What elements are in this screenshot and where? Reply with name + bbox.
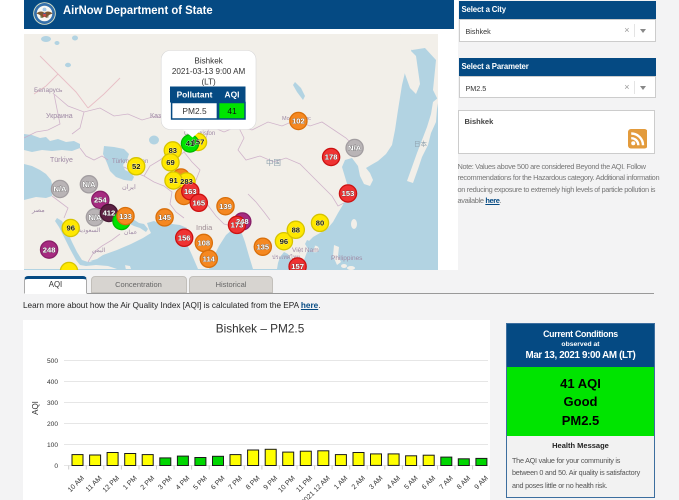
svg-text:5 AM: 5 AM xyxy=(403,475,419,491)
svg-text:10 PM: 10 PM xyxy=(277,475,296,494)
svg-text:100: 100 xyxy=(47,442,58,449)
svg-text:1 PM: 1 PM xyxy=(122,475,139,492)
svg-text:ايران: ايران xyxy=(122,183,136,191)
svg-text:11 AM: 11 AM xyxy=(85,475,104,494)
svg-text:108: 108 xyxy=(197,239,210,248)
svg-text:N/A: N/A xyxy=(88,213,102,222)
svg-text:248: 248 xyxy=(236,217,249,226)
svg-text:139: 139 xyxy=(219,202,232,211)
svg-text:157: 157 xyxy=(291,262,304,270)
svg-text:اليمن: اليمن xyxy=(92,247,106,254)
svg-text:88: 88 xyxy=(292,226,300,235)
svg-text:中国: 中国 xyxy=(266,157,281,167)
svg-text:69: 69 xyxy=(166,158,174,167)
svg-text:200: 200 xyxy=(47,421,58,428)
svg-text:157: 157 xyxy=(192,138,205,147)
svg-text:7 AM: 7 AM xyxy=(438,475,454,491)
svg-text:2 AM: 2 AM xyxy=(351,475,367,491)
svg-text:India: India xyxy=(196,223,213,232)
svg-text:163: 163 xyxy=(184,187,197,196)
svg-text:254: 254 xyxy=(94,196,107,205)
svg-text:133: 133 xyxy=(119,212,132,221)
svg-text:Türkiye: Türkiye xyxy=(50,157,73,164)
svg-text:日本: 日本 xyxy=(414,139,428,148)
svg-text:41: 41 xyxy=(227,106,237,116)
svg-text:12 PM: 12 PM xyxy=(102,475,121,494)
svg-text:Украина: Украина xyxy=(46,113,73,120)
svg-text:80: 80 xyxy=(316,219,324,228)
svg-text:9 AM: 9 AM xyxy=(474,475,490,491)
svg-text:412: 412 xyxy=(103,209,116,218)
svg-text:AQI: AQI xyxy=(31,401,40,415)
svg-text:178: 178 xyxy=(325,153,338,162)
svg-text:145: 145 xyxy=(158,213,171,222)
svg-text:ประเทศไทย: ประเทศไทย xyxy=(272,254,300,261)
svg-text:5 PM: 5 PM xyxy=(192,475,209,492)
svg-text:96: 96 xyxy=(66,224,74,233)
svg-text:2021-03-13 9:00 AM: 2021-03-13 9:00 AM xyxy=(172,67,246,76)
svg-text:Việt Nam: Việt Nam xyxy=(292,247,319,254)
svg-text:4 PM: 4 PM xyxy=(175,475,192,492)
svg-text:(LT): (LT) xyxy=(201,78,216,87)
svg-text:3 AM: 3 AM xyxy=(368,475,384,491)
svg-text:41: 41 xyxy=(186,139,195,148)
svg-text:96: 96 xyxy=(280,237,288,246)
svg-text:102: 102 xyxy=(292,117,305,126)
svg-text:7 PM: 7 PM xyxy=(227,475,244,492)
svg-text:83: 83 xyxy=(169,146,177,155)
svg-text:300: 300 xyxy=(47,400,58,407)
svg-text:مصر: مصر xyxy=(31,207,45,214)
svg-text:AQI: AQI xyxy=(225,90,240,100)
svg-text:N/A: N/A xyxy=(53,185,67,194)
svg-text:8 AM: 8 AM xyxy=(456,475,472,491)
svg-text:500: 500 xyxy=(47,358,58,365)
svg-text:1 AM: 1 AM xyxy=(333,475,349,491)
svg-text:Philippines: Philippines xyxy=(331,255,363,262)
svg-text:156: 156 xyxy=(178,234,191,243)
svg-text:153: 153 xyxy=(342,189,355,198)
svg-text:PM2.5: PM2.5 xyxy=(182,106,207,116)
svg-text:135: 135 xyxy=(256,242,269,251)
svg-text:10 AM: 10 AM xyxy=(67,475,86,494)
svg-text:6 AM: 6 AM xyxy=(421,475,437,491)
svg-text:Bishkek – PM2.5: Bishkek – PM2.5 xyxy=(216,322,305,336)
svg-text:3 PM: 3 PM xyxy=(157,475,174,492)
svg-text:8 PM: 8 PM xyxy=(245,475,262,492)
svg-text:Беларусь: Беларусь xyxy=(34,87,63,94)
svg-text:السعودية: السعودية xyxy=(78,227,101,234)
svg-text:عمان: عمان xyxy=(124,229,137,236)
svg-text:N/A: N/A xyxy=(82,180,96,189)
svg-text:283: 283 xyxy=(180,177,193,186)
svg-text:Bishkek: Bishkek xyxy=(194,57,223,66)
svg-text:248: 248 xyxy=(43,245,56,254)
svg-text:N/A: N/A xyxy=(348,144,362,153)
svg-text:114: 114 xyxy=(203,255,216,264)
svg-text:165: 165 xyxy=(192,199,205,208)
svg-text:52: 52 xyxy=(132,162,140,171)
svg-text:Pollutant: Pollutant xyxy=(177,90,213,100)
svg-text:91: 91 xyxy=(169,176,178,185)
svg-text:173: 173 xyxy=(231,221,244,230)
svg-text:0: 0 xyxy=(54,463,58,470)
svg-text:6 PM: 6 PM xyxy=(210,475,227,492)
svg-text:400: 400 xyxy=(47,379,58,386)
svg-text:2 PM: 2 PM xyxy=(140,475,157,492)
svg-text:4 AM: 4 AM xyxy=(386,475,402,491)
